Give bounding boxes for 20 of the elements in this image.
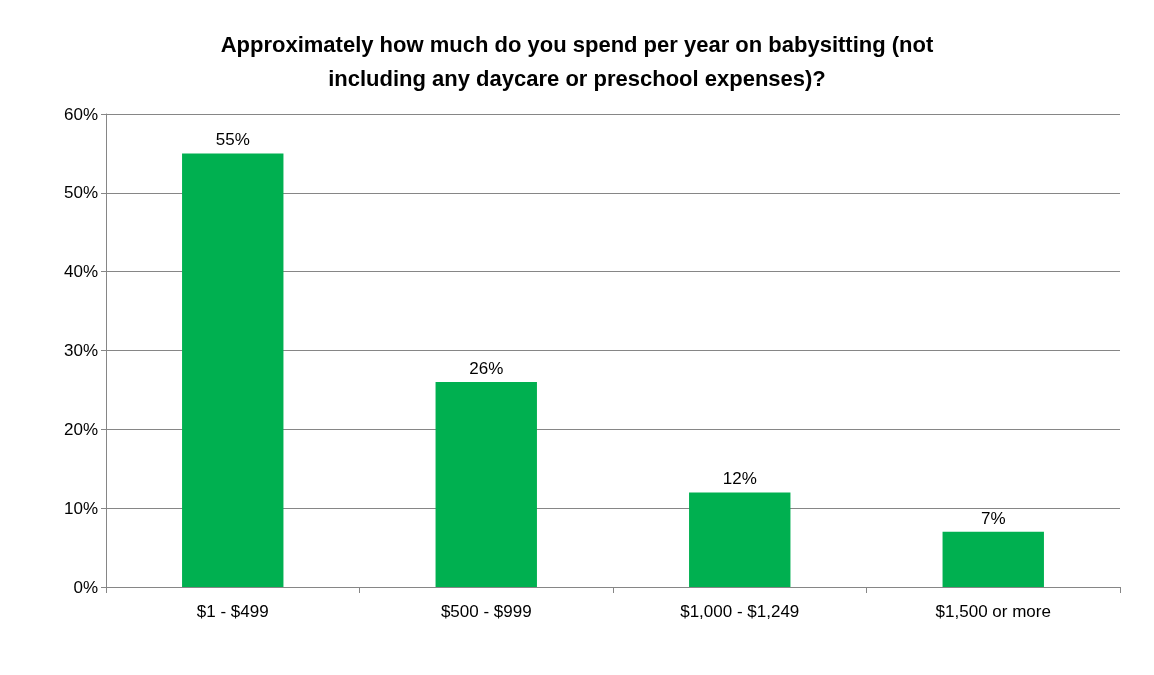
data-label: 55% [215, 130, 250, 150]
chart-title: Approximately how much do you spend per year on babysitting (not including any daycare or preschool expenses)? [220, 31, 934, 91]
bar [942, 531, 1044, 587]
bar [689, 492, 791, 587]
y-tick-label: 30% [63, 341, 98, 360]
y-tick-label: 0% [73, 577, 98, 597]
y-tick-label: 10% [63, 498, 98, 518]
bar [435, 382, 537, 587]
bar [182, 153, 284, 587]
x-tick-label: $500 - $999 [440, 602, 532, 621]
x-tick-label: $1 - $499 [196, 602, 269, 621]
y-tick-label: 50% [63, 183, 98, 203]
data-label: 26% [469, 359, 504, 379]
data-label: 7% [980, 508, 1006, 528]
x-tick-label: $1,000 - $1,249 [680, 602, 800, 621]
data-label: 12% [722, 469, 757, 489]
y-tick-label: 40% [63, 262, 98, 282]
x-tick-label: $1,500 or more [935, 602, 1051, 621]
y-tick-label: 20% [63, 419, 98, 439]
y-tick-label: 60% [63, 104, 98, 124]
